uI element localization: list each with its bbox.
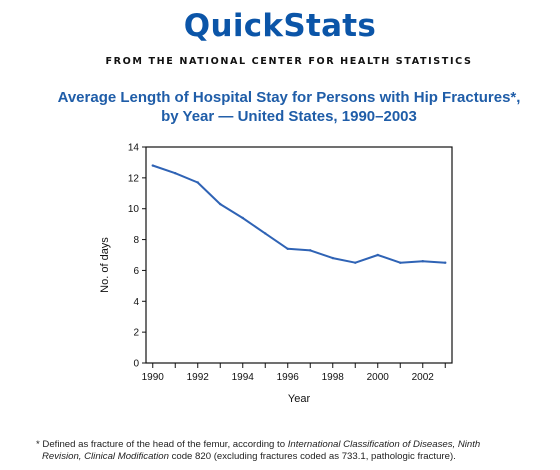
x-tick-label: 2000	[367, 372, 390, 383]
y-tick-label: 12	[128, 173, 140, 184]
x-tick-label: 2002	[412, 372, 435, 383]
footnote-text-1: * Defined as fracture of the head of the…	[36, 439, 288, 450]
x-tick-label: 1998	[322, 372, 345, 383]
data-point	[421, 259, 424, 263]
y-tick-label: 2	[133, 328, 139, 339]
footnote-italic-1: International Classification of Diseases…	[287, 439, 481, 450]
x-tick-label: 1996	[277, 372, 300, 383]
y-tick-label: 0	[133, 359, 139, 370]
data-point	[241, 216, 244, 220]
y-tick-label: 6	[133, 266, 139, 277]
footnote: * Defined as fracture of the head of the…	[36, 439, 548, 463]
data-point	[219, 202, 222, 206]
data-point	[151, 164, 154, 167]
y-tick-label: 10	[128, 204, 140, 215]
y-tick-label: 8	[133, 235, 139, 246]
footnote-italic-2: Revision, Clinical Modification	[42, 451, 169, 462]
y-tick-label: 4	[133, 297, 139, 308]
data-point	[399, 261, 402, 264]
x-tick-label: 1992	[187, 372, 210, 383]
chart-title-line-1: Average Length of Hospital Stay for Pers…	[57, 89, 521, 106]
data-point	[286, 247, 289, 251]
data-point	[264, 232, 267, 235]
data-point	[444, 261, 447, 264]
data-point	[354, 261, 357, 264]
plot-frame	[145, 146, 453, 364]
x-tick-label: 1994	[232, 372, 255, 383]
data-point	[376, 253, 379, 257]
source-line: FROM THE NATIONAL CENTER FOR HEALTH STAT…	[105, 56, 473, 67]
x-tick-label: 1990	[142, 372, 165, 383]
series-line	[152, 164, 446, 264]
brand-title: QuickStats	[183, 8, 377, 44]
data-point	[331, 256, 334, 260]
footnote-text-2: code 820 (excluding fractures coded as 7…	[168, 451, 456, 462]
data-point	[196, 181, 199, 184]
x-axis-label: Year	[288, 393, 311, 405]
y-tick-label: 14	[128, 143, 140, 154]
chart-title-line-2: by Year — United States, 1990–2003	[161, 108, 417, 125]
data-point	[174, 172, 177, 175]
data-point	[309, 249, 312, 252]
chart-title: Average Length of Hospital Stay for Pers…	[0, 88, 560, 126]
y-axis-label: No. of days	[99, 237, 111, 293]
